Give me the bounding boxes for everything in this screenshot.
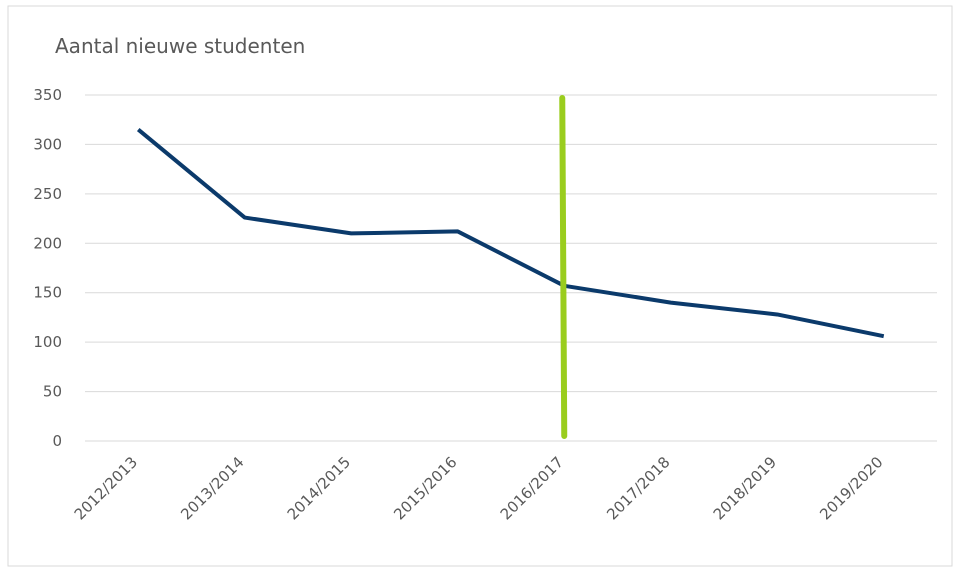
y-tick-label: 350 xyxy=(33,86,62,104)
y-tick-label: 0 xyxy=(52,432,62,450)
marker-line xyxy=(559,95,568,439)
y-tick-label: 300 xyxy=(33,135,62,153)
y-tick-label: 50 xyxy=(43,383,62,401)
chart-title: Aantal nieuwe studenten xyxy=(55,34,305,58)
y-tick-label: 100 xyxy=(33,333,62,351)
y-tick-label: 150 xyxy=(33,284,62,302)
chart-border xyxy=(7,5,953,567)
line-series xyxy=(136,128,885,339)
y-tick-label: 250 xyxy=(33,185,62,203)
y-tick-label: 200 xyxy=(33,234,62,252)
